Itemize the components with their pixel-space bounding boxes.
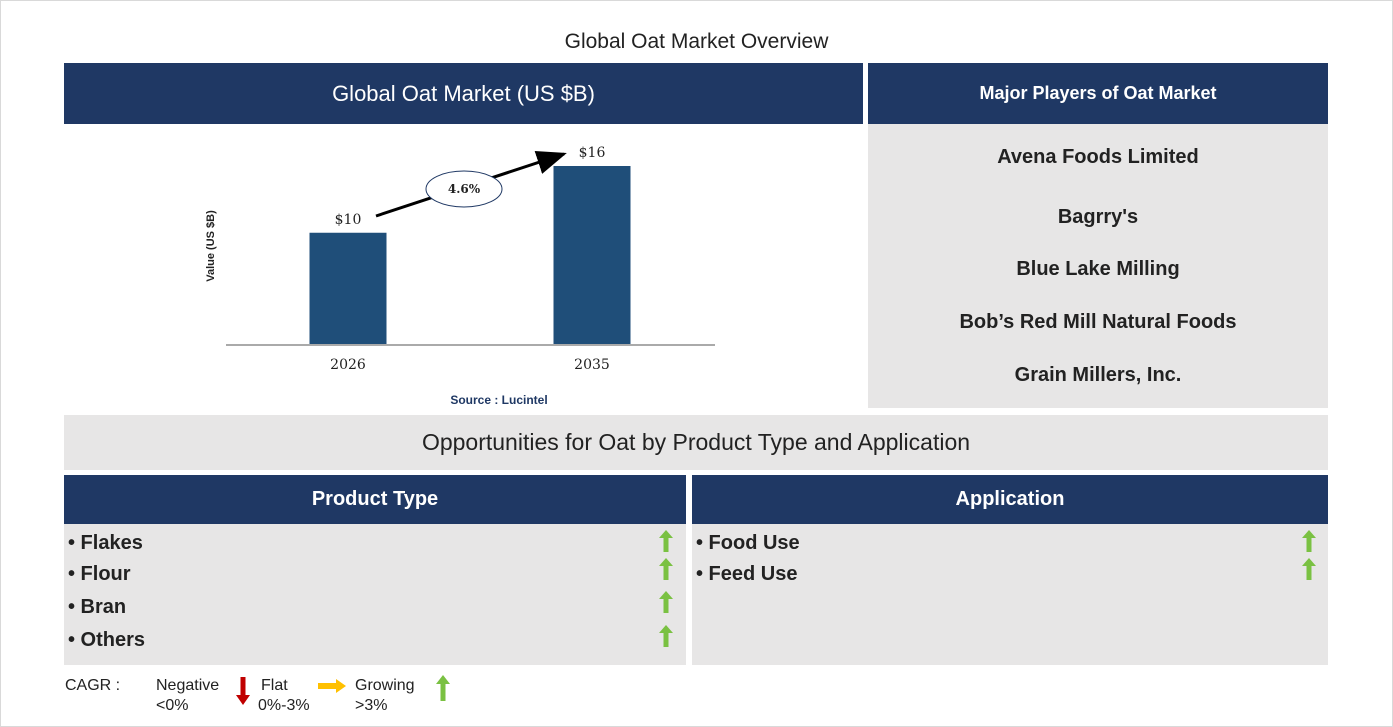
cagr-ellipse — [425, 170, 503, 208]
growing-up-arrow-icon — [436, 675, 450, 701]
x-tick-label: 2035 — [574, 357, 610, 373]
growth-up-arrow-icon — [1302, 558, 1316, 580]
product-type-item: • Others — [68, 629, 146, 651]
flat-right-arrow-icon — [318, 679, 346, 693]
bar-value-label: $16 — [579, 145, 606, 161]
application-header: Application — [692, 475, 1328, 524]
players-panel: Avena Foods Limited Bagrry's Blue Lake M… — [868, 124, 1328, 408]
product-type-item: • Flakes — [68, 532, 143, 554]
players-header: Major Players of Oat Market — [868, 63, 1328, 124]
legend-negative-label: Negative — [156, 677, 220, 694]
page-title: Global Oat Market Overview — [564, 30, 829, 53]
player-item: Avena Foods Limited — [997, 146, 1199, 168]
product-type-header: Product Type — [64, 475, 686, 524]
market-bar-chart: Value (US $B) $10 2026 $16 2035 4.6% Source… — [205, 145, 715, 407]
legend-flat-range: 0%-3% — [258, 697, 310, 714]
player-item: Grain Millers, Inc. — [1014, 364, 1182, 386]
legend-growing-range: >3% — [355, 697, 388, 714]
opportunities-title: Opportunities for Oat by Product Type an… — [64, 415, 1328, 470]
cagr-label: 4.6% — [448, 182, 481, 196]
product-type-item: • Bran — [68, 596, 127, 618]
legend-negative-range: <0% — [156, 697, 189, 714]
legend-growing-label: Growing — [355, 677, 415, 694]
player-item: Blue Lake Milling — [1016, 258, 1180, 280]
application-panel: • Food Use • Feed Use — [692, 524, 1328, 665]
chart-source: Source : Lucintel — [450, 393, 547, 407]
chart-header: Global Oat Market (US $B) — [64, 63, 863, 124]
x-tick-label: 2026 — [330, 357, 366, 373]
application-item: • Feed Use — [696, 563, 798, 585]
bar-2026 — [309, 232, 387, 344]
product-type-item: • Flour — [68, 563, 131, 585]
growth-up-arrow-icon — [659, 558, 673, 580]
player-item: Bagrry's — [1057, 206, 1139, 228]
y-axis-label: Value (US $B) — [205, 210, 217, 282]
growth-up-arrow-icon — [659, 591, 673, 613]
legend-cagr-label: CAGR : — [65, 677, 121, 694]
growth-up-arrow-icon — [659, 530, 673, 552]
bar-2035 — [553, 166, 631, 344]
player-item: Bob’s Red Mill Natural Foods — [959, 311, 1237, 333]
product-type-panel: • Flakes • Flour • Bran • Others — [64, 524, 686, 665]
legend-flat-label: Flat — [261, 677, 288, 694]
application-item: • Food Use — [696, 532, 800, 554]
negative-down-arrow-icon — [236, 677, 250, 705]
bar-value-label: $10 — [335, 212, 362, 228]
growth-up-arrow-icon — [1302, 530, 1316, 552]
growth-up-arrow-icon — [659, 625, 673, 647]
